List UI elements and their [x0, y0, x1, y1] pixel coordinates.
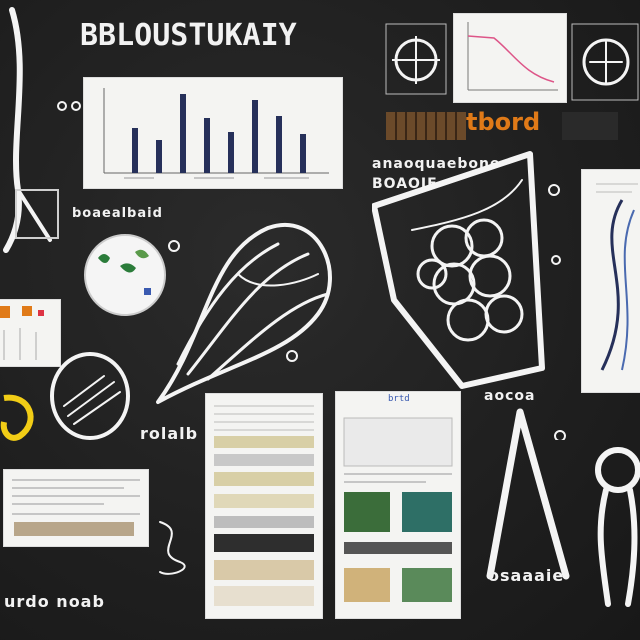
bar-chart-card: [84, 78, 342, 188]
petri-dish-icon: [84, 234, 166, 316]
bar-chart-graphic: [103, 88, 329, 179]
document-card-left: [4, 470, 148, 546]
small-card-heading: brtd: [388, 394, 410, 404]
label-bottom-right-1: aocoa: [484, 388, 536, 404]
chalk-circles-icon-2: [168, 240, 180, 252]
chalk-dots-icon: [57, 101, 81, 111]
label-top-left: boaealbaid: [72, 206, 163, 221]
label-bottom-left-2: urdo noab: [4, 592, 105, 611]
figure-outline-icon: [595, 447, 640, 607]
anatomy-sketch-icon: [156, 222, 332, 404]
circuit-diagram-icon: [571, 23, 639, 101]
small-image-card: [0, 300, 60, 366]
book-strip-word: tbord: [466, 108, 541, 136]
label-bottom-left-1: rolalb: [140, 424, 199, 443]
label-bottom-right-2: osaaaie: [488, 566, 565, 585]
line-chart-card: [454, 14, 566, 102]
body-outline-icon: [3, 7, 59, 253]
yellow-ring-icon: [0, 394, 34, 441]
compass-shape-icon: [486, 408, 570, 580]
document-card-middle-1: [206, 394, 322, 618]
squiggle-icon: [159, 521, 186, 575]
label-mid-right-1: anaoquaebone: [372, 156, 501, 172]
chalk-circles-icon-3: [286, 350, 298, 362]
vein-diagram-card: [582, 170, 640, 392]
seed-sketch-icon: [50, 352, 130, 440]
net-diagram-icon: [372, 151, 545, 389]
document-card-middle-2: brtd: [336, 392, 460, 618]
chalk-circles-icon: [548, 184, 566, 440]
gear-diagram-icon: [385, 23, 447, 95]
board-title: BBLOUSTUKAIY: [80, 18, 297, 53]
book-strip-icon: [386, 112, 618, 140]
